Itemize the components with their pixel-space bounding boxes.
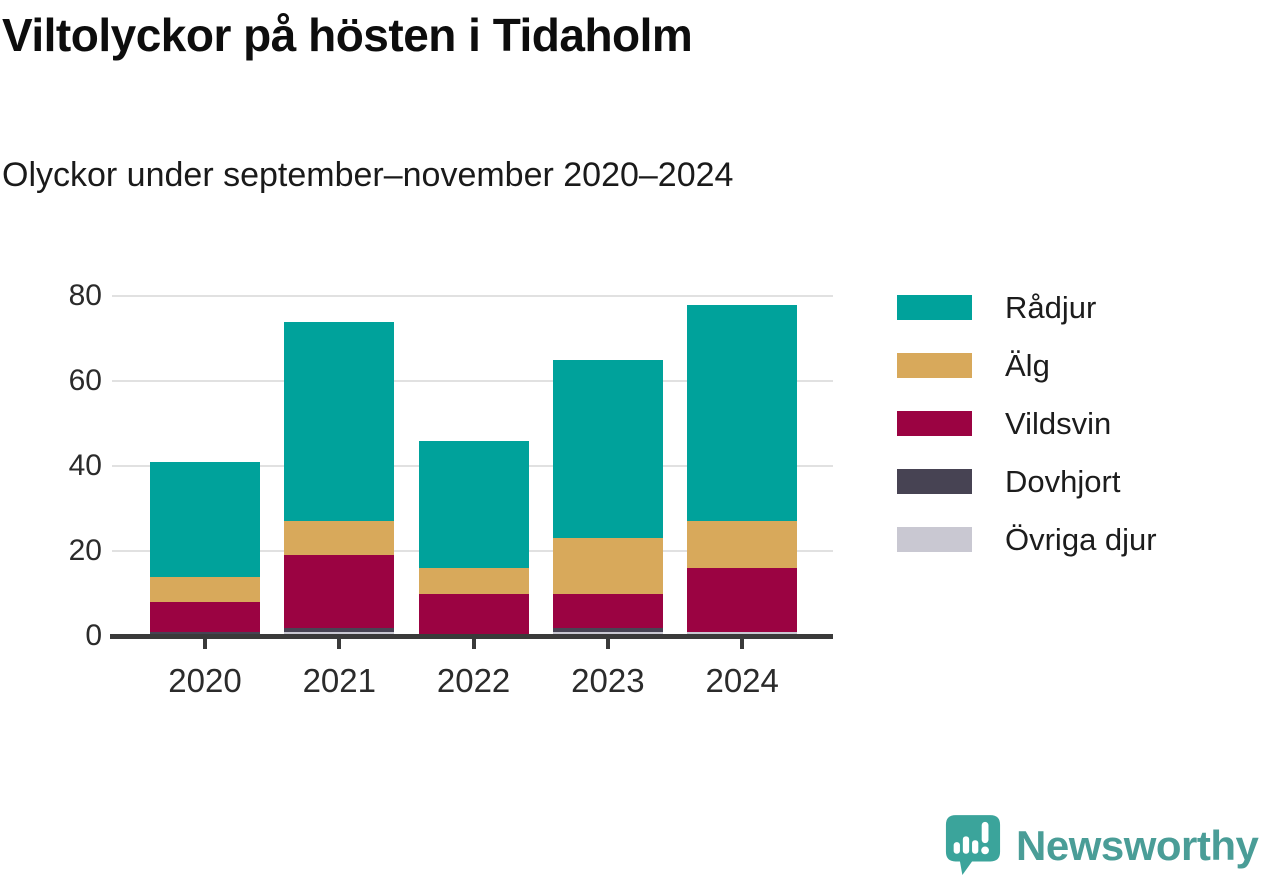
y-tick-label: 0 [85, 619, 102, 652]
gridline [112, 295, 833, 297]
legend-item: Övriga djur [897, 522, 1157, 557]
legend-swatch [897, 353, 972, 378]
bar-segment [687, 304, 798, 522]
bar-segment [552, 359, 663, 539]
newsworthy-bubble-icon [945, 815, 1001, 875]
legend-swatch [897, 469, 972, 494]
gridline [112, 380, 833, 382]
bar-segment [418, 440, 529, 568]
x-tick-mark [203, 638, 207, 649]
legend-swatch [897, 295, 972, 320]
bar-chart-plot: 0 20 40 60 80 2020 2021 2022 2023 2024 [68, 279, 833, 699]
y-tick-label: 80 [68, 279, 102, 312]
x-axis-line [110, 633, 833, 639]
x-tick-label: 2024 [705, 662, 779, 699]
chart-title: Viltolyckor på hösten i Tidaholm [2, 9, 693, 61]
bar-segment [150, 576, 260, 602]
x-tick-label: 2023 [571, 662, 645, 699]
legend-item: Dovhjort [897, 464, 1157, 499]
x-tick-mark [337, 638, 342, 649]
bar-segment [552, 593, 663, 628]
bar-segment [284, 627, 395, 632]
legend-label: Älg [1005, 347, 1050, 383]
x-tick-mark [740, 638, 745, 649]
newsworthy-wordmark: Newsworthy [1016, 822, 1259, 869]
bar-segment [552, 627, 663, 632]
bar-segment [150, 461, 260, 577]
legend-label: Övriga djur [1005, 521, 1157, 557]
newsworthy-brand: Newsworthy [944, 814, 1259, 878]
legend-label: Rådjur [1005, 289, 1097, 325]
y-tick-label: 20 [68, 534, 102, 567]
bar-segment [284, 555, 395, 628]
legend-item: Älg [897, 348, 1157, 383]
bar-segment [687, 521, 798, 568]
chart-legend: Rådjur Älg Vildsvin Dovhjort Övriga djur [897, 290, 1157, 585]
legend-item: Rådjur [897, 290, 1157, 325]
bar-segment [284, 521, 395, 556]
bar-segment [687, 568, 798, 632]
x-tick-mark [471, 638, 476, 649]
x-tick-label: 2020 [168, 662, 242, 699]
bar-segment [552, 538, 663, 594]
legend-label: Dovhjort [1005, 463, 1121, 499]
bar-segment [284, 321, 395, 522]
bar-segment [150, 602, 260, 632]
bar-segment [418, 568, 529, 594]
x-tick-label: 2022 [436, 662, 511, 699]
chart-subtitle: Olyckor under september–november 2020–20… [2, 156, 734, 194]
legend-swatch [897, 527, 972, 552]
legend-item: Vildsvin [897, 406, 1157, 441]
x-tick-mark [605, 638, 610, 649]
bar-segment [418, 593, 529, 636]
legend-label: Vildsvin [1005, 405, 1112, 441]
legend-swatch [897, 411, 972, 436]
y-tick-label: 60 [68, 364, 102, 397]
y-tick-label: 40 [68, 449, 102, 482]
x-tick-label: 2021 [302, 662, 376, 699]
